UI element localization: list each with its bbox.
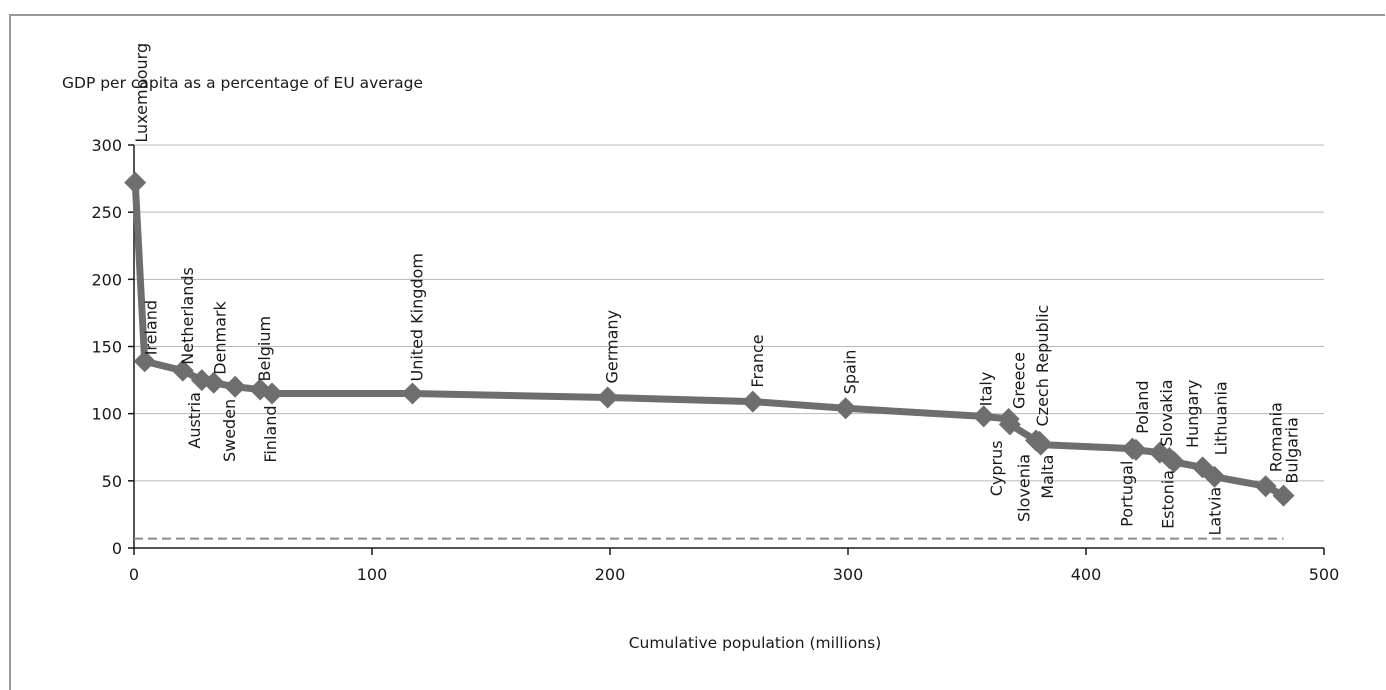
data-point-marker (124, 171, 147, 194)
chart-frame (9, 14, 1385, 690)
data-point-marker (1163, 451, 1186, 474)
y-tick-label: 300 (91, 136, 122, 155)
point-label: Austria (185, 392, 204, 449)
point-label: Germany (603, 310, 622, 384)
point-label: United Kingdom (408, 253, 427, 381)
point-label: Cyprus (987, 440, 1006, 496)
data-point-marker (202, 371, 225, 394)
data-point-marker (596, 386, 619, 409)
y-tick-label: 200 (91, 270, 122, 289)
data-point-marker (401, 382, 424, 405)
point-label: Spain (841, 350, 860, 395)
point-label: Netherlands (178, 267, 197, 365)
point-label: Ireland (142, 300, 161, 355)
point-label: Greece (1010, 352, 1029, 409)
y-tick-label: 250 (91, 203, 122, 222)
x-tick-label: 200 (595, 565, 626, 584)
x-tick-label: 500 (1309, 565, 1340, 584)
tick-labels: 0 50 100 150 200 250 300 0 100 200 300 400 500 (91, 136, 1339, 584)
point-label: Slovenia (1015, 454, 1034, 522)
series-line (131, 179, 1287, 500)
data-point-marker (171, 359, 194, 382)
gridlines (134, 144, 1324, 482)
point-label: Malta (1038, 455, 1057, 499)
data-point-marker (1029, 433, 1052, 456)
point-label: Latvia (1206, 487, 1225, 536)
point-label: Estonia (1158, 470, 1177, 529)
data-point-marker (261, 382, 284, 405)
point-label: Hungary (1183, 380, 1202, 448)
point-label: Poland (1133, 380, 1152, 433)
series-line-group (131, 179, 1287, 500)
point-label: Bulgaria (1283, 417, 1302, 483)
y-tick-label: 150 (91, 338, 122, 357)
x-axis-title: Cumulative population (millions) (629, 634, 882, 652)
x-tick-label: 0 (129, 565, 139, 584)
point-label: Romania (1267, 402, 1286, 472)
point-label: Lithuania (1212, 381, 1231, 455)
point-label: Italy (977, 372, 996, 407)
x-tick-label: 300 (833, 565, 864, 584)
point-label: Portugal (1117, 461, 1136, 527)
point-label: Finland (261, 406, 280, 463)
point-label: Slovakia (1157, 379, 1176, 446)
data-point-marker (133, 350, 156, 373)
data-point-marker (1203, 465, 1226, 488)
y-tick-label: 100 (91, 405, 122, 424)
point-label: Czech Republic (1033, 305, 1052, 427)
y-tick-label: 0 (112, 539, 122, 558)
data-point-marker (741, 390, 764, 413)
point-label: Sweden (220, 399, 239, 462)
data-point-marker (834, 397, 857, 420)
data-point-marker (1124, 438, 1147, 461)
data-point-marker (224, 375, 247, 398)
series-markers (124, 171, 1295, 507)
x-tick-label: 100 (357, 565, 388, 584)
x-tick-label: 400 (1071, 565, 1102, 584)
data-point-marker (1272, 484, 1295, 507)
data-point-marker (972, 405, 995, 428)
point-label: France (748, 334, 767, 387)
point-labels: Luxembourg Ireland Netherlands Austria Denma… (132, 43, 1301, 536)
point-label: Luxembourg (132, 43, 151, 143)
y-tick-label: 50 (102, 472, 122, 491)
point-label: Belgium (255, 316, 274, 382)
point-label: Denmark (211, 301, 230, 375)
data-point-marker (1254, 475, 1277, 498)
y-axis-title: GDP per capita as a percentage of EU ave… (62, 74, 423, 92)
data-point-marker (998, 413, 1021, 436)
